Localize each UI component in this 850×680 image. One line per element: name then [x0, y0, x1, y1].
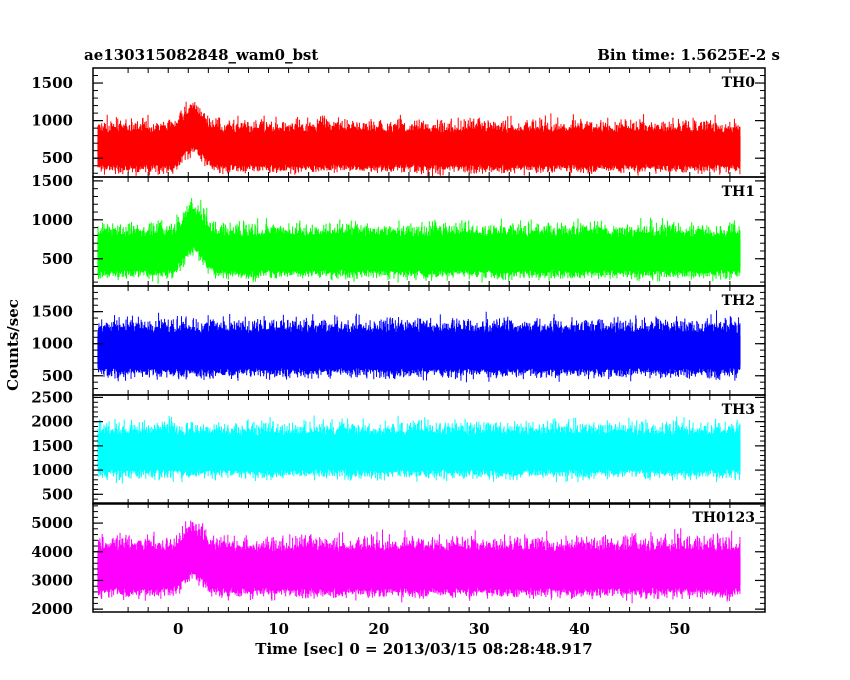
- series-core-th0: [97, 116, 741, 162]
- panel-label: TH1: [722, 184, 755, 200]
- panel-label: TH0123: [692, 510, 755, 526]
- y-tick-label: 2000: [31, 600, 73, 618]
- x-tick-label: 50: [669, 620, 690, 638]
- panel-th0123: 2000 3000 4000 5000 TH0123: [31, 502, 766, 618]
- y-tick-label: 1000: [31, 335, 73, 353]
- x-tick-label: 40: [569, 620, 590, 638]
- panel-label: TH3: [722, 402, 755, 418]
- y-tick-label: 5000: [31, 514, 73, 532]
- panel-th1: 500 1000 1500 TH1: [31, 172, 766, 287]
- y-tick-label: 1000: [31, 211, 73, 229]
- y-tick-label: 1500: [31, 74, 73, 92]
- y-tick-label: 500: [42, 367, 73, 385]
- y-tick-label: 500: [42, 250, 73, 268]
- panel-th0: 500 1000 1500 TH0: [31, 67, 766, 178]
- chart-title: ae130315082848_wam0_bst: [84, 46, 318, 64]
- panel-label: TH2: [722, 293, 755, 309]
- y-tick-label: 500: [42, 149, 73, 167]
- x-tick-label: 0: [173, 620, 183, 638]
- y-axis-label: Counts/sec: [4, 299, 22, 391]
- x-tick-label: 20: [368, 620, 389, 638]
- y-tick-label: 2000: [31, 413, 73, 431]
- panel-label: TH0: [722, 75, 756, 91]
- y-tick-label: 4000: [31, 543, 73, 561]
- y-tick-label: 1000: [31, 461, 73, 479]
- y-tick-label: 2500: [31, 388, 73, 406]
- y-tick-label: 500: [42, 485, 73, 503]
- y-tick-label: 1500: [31, 437, 73, 455]
- chart-subtitle: Bin time: 1.5625E-2 s: [597, 46, 780, 64]
- y-tick-label: 1500: [31, 303, 73, 321]
- panel-th2: 500 1000 1500 TH2: [31, 285, 766, 396]
- x-axis: 0 10 20 30 40 50: [173, 620, 690, 638]
- x-tick-label: 10: [268, 620, 289, 638]
- series-core-th0123: [97, 537, 741, 585]
- y-tick-label: 1500: [31, 172, 73, 190]
- series-core-th3: [97, 438, 741, 467]
- x-axis-label: Time [sec] 0 = 2013/03/15 08:28:48.917: [255, 640, 592, 658]
- series-core-th2: [97, 336, 741, 366]
- x-tick-label: 30: [469, 620, 490, 638]
- series-core-th1: [97, 216, 741, 268]
- y-tick-label: 3000: [31, 571, 73, 589]
- chart-panels: 500 1000 1500 TH0 500 1000 1500 TH1 500 1000 1500 T…: [31, 67, 766, 618]
- y-tick-label: 1000: [31, 112, 73, 130]
- panel-th3: 500 1000 1500 2000 2500 TH3: [31, 388, 766, 505]
